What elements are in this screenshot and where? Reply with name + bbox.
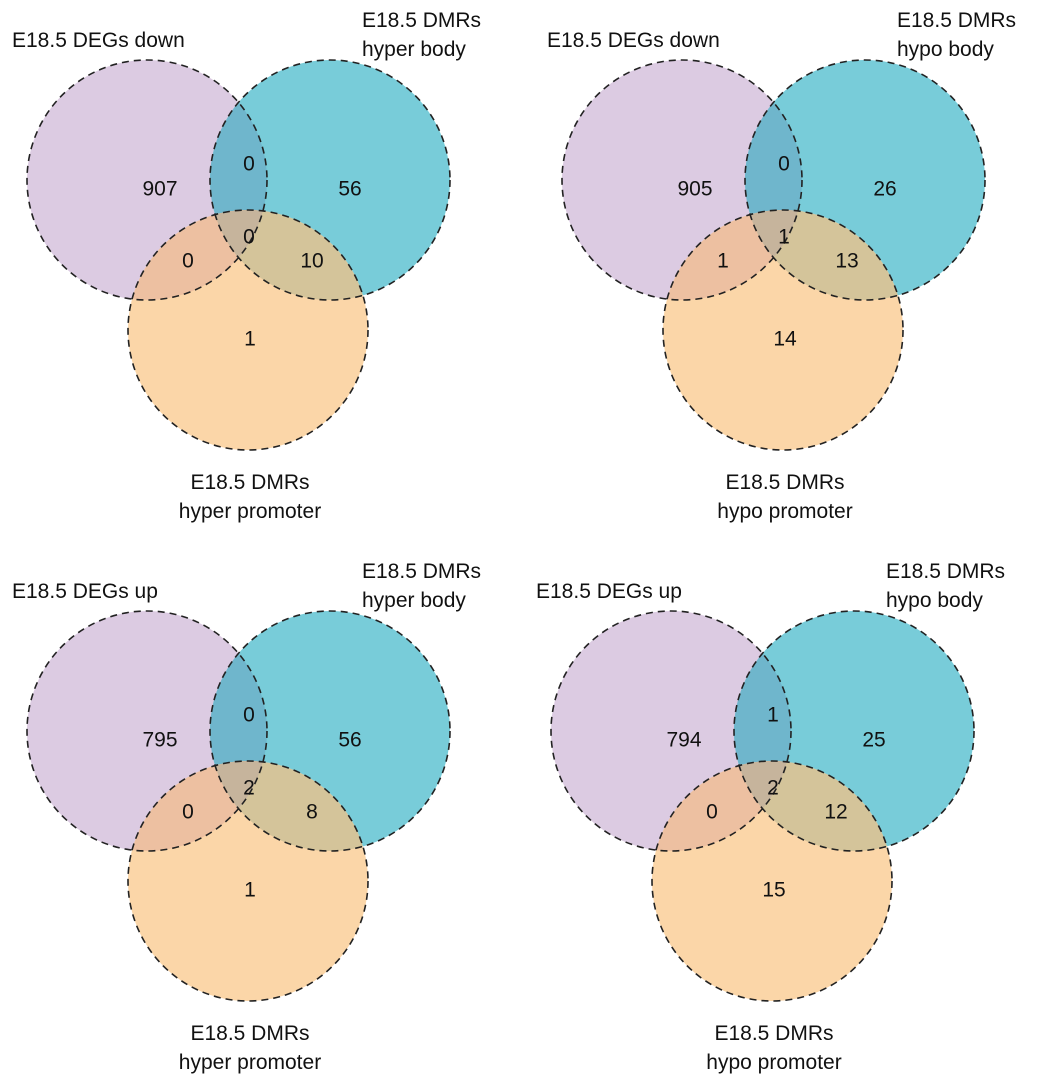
venn-panel-2: 905 26 14 0 1 13 1 E18.5 DEGs down E18.5 DMRs hyp… bbox=[547, 9, 1016, 523]
set-b-outline bbox=[209, 610, 451, 852]
count-c-only: 1 bbox=[244, 879, 256, 902]
count-b-only: 26 bbox=[873, 178, 896, 201]
set-a-label: E18.5 DEGs down bbox=[12, 29, 185, 52]
set-b-label: hypo body bbox=[897, 38, 994, 61]
set-c-label: E18.5 DMRs bbox=[190, 471, 309, 494]
set-b-label: E18.5 DMRs bbox=[362, 560, 481, 583]
count-ac: 0 bbox=[706, 801, 718, 824]
overlap-bc-fill bbox=[210, 210, 368, 300]
set-b-outline bbox=[209, 59, 451, 301]
set-c-label: E18.5 DMRs bbox=[714, 1022, 833, 1045]
set-b-outline bbox=[744, 59, 986, 301]
set-b-label: hyper body bbox=[362, 38, 466, 61]
set-a-label: E18.5 DEGs up bbox=[12, 580, 158, 603]
count-abc: 1 bbox=[778, 226, 790, 249]
set-b-label: E18.5 DMRs bbox=[886, 560, 1005, 583]
set-c-label: hyper promoter bbox=[179, 1051, 321, 1074]
set-a-label: E18.5 DEGs down bbox=[547, 29, 720, 52]
set-a-outline bbox=[26, 59, 268, 301]
set-c-label: E18.5 DMRs bbox=[190, 1022, 309, 1045]
set-c-label: hypo promoter bbox=[717, 500, 852, 523]
overlap-ac-fill bbox=[128, 210, 267, 300]
count-a-only: 794 bbox=[666, 729, 701, 752]
count-abc: 0 bbox=[243, 226, 255, 249]
count-ab: 0 bbox=[243, 704, 255, 727]
overlap-bc-fill bbox=[734, 761, 892, 851]
set-c-outline bbox=[127, 760, 369, 1002]
count-ac: 0 bbox=[182, 801, 194, 824]
set-c-outline bbox=[651, 760, 893, 1002]
count-b-only: 56 bbox=[338, 178, 361, 201]
set-b-label: E18.5 DMRs bbox=[897, 9, 1016, 32]
count-a-only: 795 bbox=[142, 729, 177, 752]
count-c-only: 14 bbox=[773, 328, 797, 351]
overlap-ac-fill bbox=[128, 761, 267, 851]
set-a-outline bbox=[561, 59, 803, 301]
count-ac: 1 bbox=[717, 250, 729, 273]
count-abc: 2 bbox=[767, 777, 779, 800]
count-c-only: 1 bbox=[244, 328, 256, 351]
count-a-only: 907 bbox=[142, 178, 177, 201]
venn-panel-4: 794 25 15 1 0 12 2 E18.5 DEGs up E18.5 DMRs hypo … bbox=[536, 560, 1005, 1074]
count-bc: 12 bbox=[824, 801, 847, 824]
overlap-ac-fill bbox=[663, 210, 802, 300]
count-ab: 1 bbox=[767, 704, 779, 727]
set-a-outline bbox=[26, 610, 268, 852]
count-b-only: 25 bbox=[862, 729, 885, 752]
set-c-label: hyper promoter bbox=[179, 500, 321, 523]
set-b-label: E18.5 DMRs bbox=[362, 9, 481, 32]
count-bc: 13 bbox=[835, 250, 858, 273]
set-c-label: hypo promoter bbox=[706, 1051, 841, 1074]
set-b-outline bbox=[733, 610, 975, 852]
overlap-bc-fill bbox=[210, 761, 368, 851]
venn-panel-3: 795 56 1 0 0 8 2 E18.5 DEGs up E18.5 DMRs hyper b… bbox=[12, 560, 481, 1074]
count-b-only: 56 bbox=[338, 729, 361, 752]
count-a-only: 905 bbox=[677, 178, 712, 201]
set-b-label: hyper body bbox=[362, 589, 466, 612]
count-ac: 0 bbox=[182, 250, 194, 273]
overlap-bc-fill bbox=[745, 210, 903, 300]
set-c-outline bbox=[662, 209, 904, 451]
set-c-outline bbox=[127, 209, 369, 451]
set-a-label: E18.5 DEGs up bbox=[536, 580, 682, 603]
set-a-outline bbox=[550, 610, 792, 852]
count-ab: 0 bbox=[778, 153, 790, 176]
set-b-label: hypo body bbox=[886, 589, 983, 612]
count-bc: 8 bbox=[306, 801, 318, 824]
count-bc: 10 bbox=[300, 250, 323, 273]
count-ab: 0 bbox=[243, 153, 255, 176]
count-c-only: 15 bbox=[762, 879, 785, 902]
overlap-ac-fill bbox=[652, 761, 791, 851]
set-c-label: E18.5 DMRs bbox=[725, 471, 844, 494]
count-abc: 2 bbox=[243, 777, 255, 800]
